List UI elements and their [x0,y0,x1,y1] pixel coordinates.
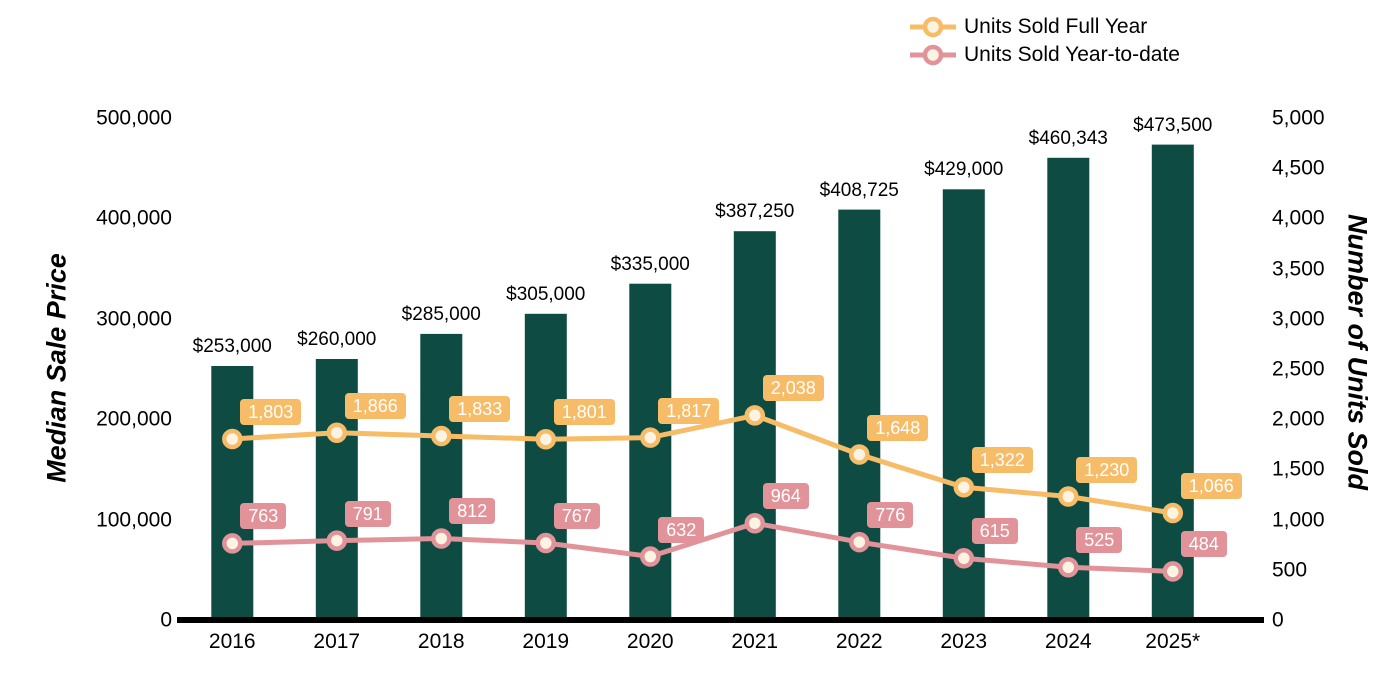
x-label-2021: 2021 [731,630,779,653]
tick-left-0: 0 [160,608,172,632]
value-label-units-sold-full-year-2018: 1,833 [449,395,511,422]
tick-left-300-000: 300,000 [96,307,172,331]
x-label-2018: 2018 [417,630,465,653]
line-units-sold-full-year [229,412,1176,516]
marker-units-sold-full-year-2021 [744,405,766,426]
marker-units-sold-year-to-date-2020 [640,546,661,567]
marker-units-sold-full-year-2022 [849,444,870,465]
marker-units-sold-year-to-date-2017 [326,530,348,551]
tick-right-1-000: 1,000 [1272,508,1325,532]
marker-units-sold-full-year-2016 [222,428,243,450]
value-label-units-sold-full-year-2024: 1,230 [1076,456,1138,483]
legend-item-full-year: Units Sold Full Year [908,14,1180,39]
tick-right-3-500: 3,500 [1272,257,1325,281]
x-label-2019: 2019 [522,630,570,653]
x-label-2022: 2022 [835,630,883,653]
price-label-2019: $305,000 [506,283,586,305]
value-label-units-sold-full-year-2020: 1,817 [658,397,720,424]
marker-units-sold-full-year-2023 [953,477,975,498]
marker-units-sold-year-to-date-2019 [535,532,557,554]
tick-right-5-000: 5,000 [1272,106,1325,130]
marker-units-sold-year-to-date-2024 [1058,557,1079,578]
legend-marker-ytd-icon [910,44,956,66]
tick-right-4-000: 4,000 [1272,206,1325,230]
x-label-2016: 2016 [208,630,256,653]
marker-units-sold-year-to-date-2018 [431,528,452,549]
tick-right-2-500: 2,500 [1272,357,1325,381]
marker-units-sold-year-to-date-2025 [1162,561,1184,582]
tick-right-0: 0 [1272,608,1284,632]
legend-label-ytd: Units Sold Year-to-date [964,43,1180,67]
tick-right-4-500: 4,500 [1272,156,1325,180]
marker-units-sold-year-to-date-2022 [849,531,870,553]
value-label-units-sold-year-to-date-2020: 632 [658,516,705,543]
legend-label-full-year: Units Sold Full Year [964,15,1148,38]
marker-units-sold-full-year-2019 [535,428,557,450]
value-label-units-sold-full-year-2019: 1,801 [553,399,615,426]
marker-units-sold-year-to-date-2021 [744,512,766,534]
x-axis-line [177,617,1264,623]
value-label-units-sold-year-to-date-2025: 484 [1180,531,1227,558]
bar-2019 [524,313,567,620]
bar-2018 [420,333,463,620]
x-label-2023: 2023 [940,630,988,653]
marker-units-sold-full-year-2025 [1162,502,1184,524]
value-label-units-sold-full-year-2021: 2,038 [762,375,824,402]
legend: Units Sold Full Year Units Sold Year-to-… [908,14,1180,67]
value-label-units-sold-full-year-2022: 1,648 [867,414,929,441]
price-label-2018: $285,000 [401,304,481,326]
value-label-units-sold-full-year-2023: 1,322 [971,447,1033,474]
value-label-units-sold-year-to-date-2023: 615 [971,518,1018,545]
tick-left-500-000: 500,000 [96,106,172,130]
value-label-units-sold-year-to-date-2024: 525 [1076,527,1123,554]
price-label-2024: $460,343 [1028,127,1108,149]
price-label-2023: $429,000 [924,159,1004,181]
marker-units-sold-year-to-date-2023 [953,548,975,569]
price-label-2020: $335,000 [610,253,690,275]
value-label-units-sold-full-year-2016: 1,803 [240,398,302,425]
price-label-2025: $473,500 [1133,114,1213,136]
tick-right-1-500: 1,500 [1272,457,1325,481]
value-label-units-sold-year-to-date-2018: 812 [449,498,496,525]
tick-right-2-000: 2,000 [1272,407,1325,431]
price-label-2016: $253,000 [192,336,272,358]
x-label-2024: 2024 [1044,630,1092,653]
marker-units-sold-full-year-2024 [1058,486,1079,507]
legend-item-ytd: Units Sold Year-to-date [908,42,1180,67]
price-label-2021: $387,250 [715,201,795,223]
value-label-units-sold-year-to-date-2019: 767 [553,502,600,529]
marker-units-sold-full-year-2017 [326,422,348,443]
x-label-2025: 2025* [1145,630,1201,653]
x-label-2020: 2020 [626,630,674,653]
tick-right-3-000: 3,000 [1272,307,1325,331]
marker-units-sold-full-year-2020 [640,427,661,448]
x-label-2017: 2017 [313,630,361,653]
value-label-units-sold-year-to-date-2021: 964 [762,483,809,510]
tick-right-500: 500 [1272,558,1308,582]
value-label-units-sold-year-to-date-2022: 776 [867,502,914,529]
price-label-2017: $260,000 [297,329,377,351]
price-label-2022: $408,725 [819,179,899,201]
marker-units-sold-year-to-date-2016 [222,533,243,554]
value-label-units-sold-year-to-date-2017: 791 [344,500,391,527]
value-label-units-sold-full-year-2017: 1,866 [344,392,406,419]
tick-left-200-000: 200,000 [96,407,172,431]
legend-marker-full-year-icon [910,16,956,37]
left-axis-title: Median Sale Price [41,253,72,483]
tick-left-400-000: 400,000 [96,206,172,230]
marker-units-sold-full-year-2018 [431,425,452,447]
value-label-units-sold-full-year-2025: 1,066 [1180,472,1242,499]
value-label-units-sold-year-to-date-2016: 763 [240,503,287,530]
right-axis-title: Number of Units Sold [1342,214,1373,490]
tick-left-100-000: 100,000 [96,508,172,532]
